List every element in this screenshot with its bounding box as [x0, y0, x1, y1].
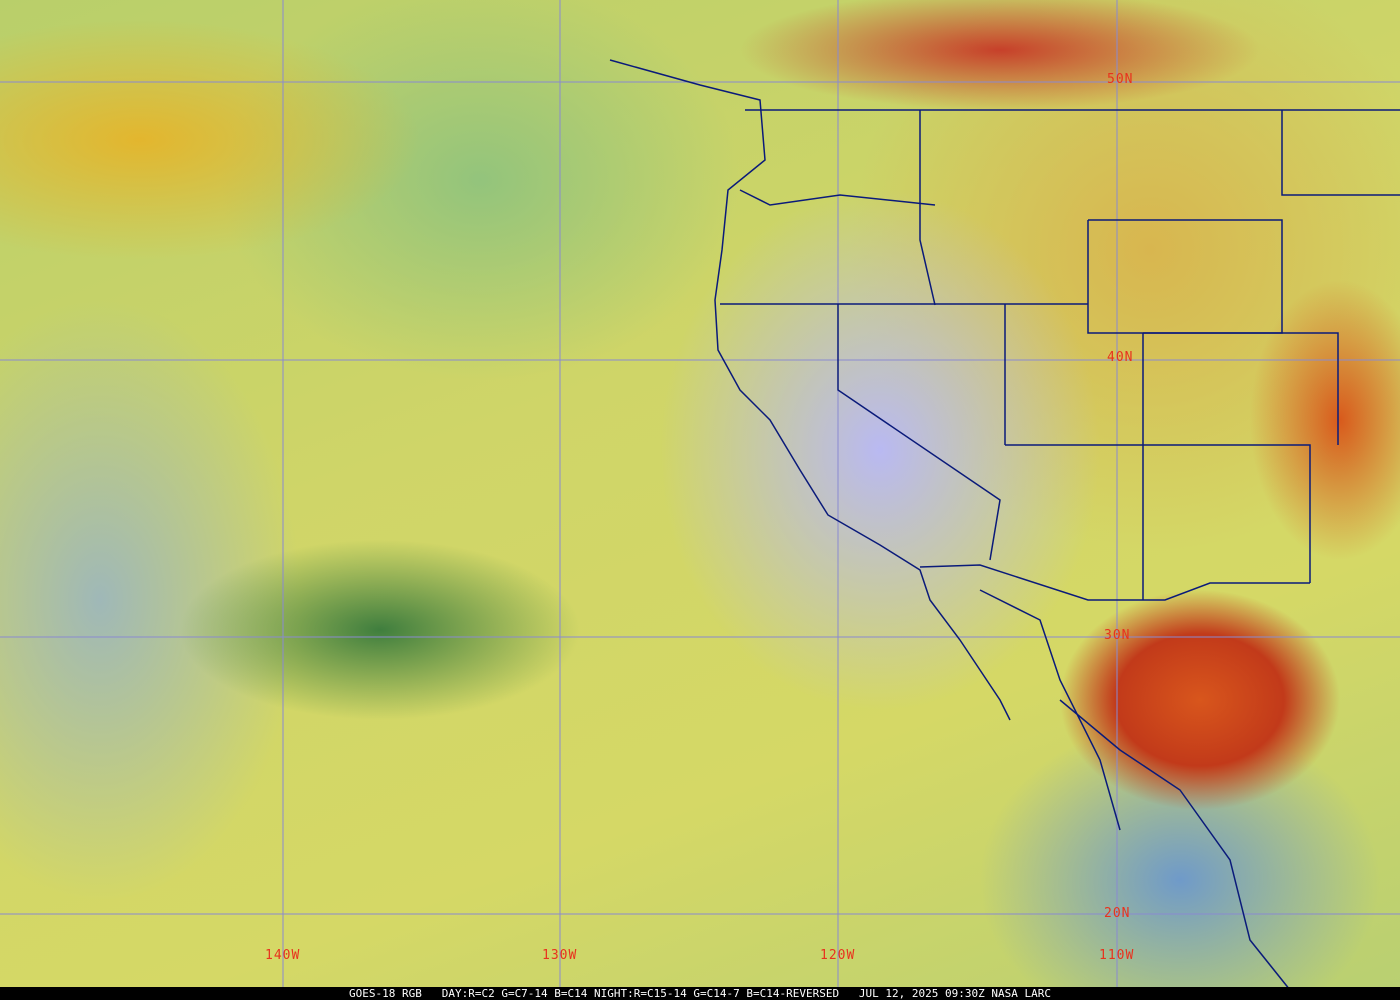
coastline: [609, 59, 1011, 721]
co-border: [1143, 332, 1339, 445]
lon-label-130w: 130W: [542, 948, 578, 963]
lat-label-40n: 40N: [1107, 350, 1134, 365]
ca-nv-border: [837, 304, 1001, 561]
baja-coastline: [979, 589, 1121, 831]
wa-or-border: [739, 189, 936, 206]
boundaries: [609, 59, 1400, 991]
mt-border: [1281, 110, 1400, 196]
idaho-border: [919, 110, 936, 306]
four-corners: [1005, 444, 1311, 583]
image-caption: GOES-18 RGB DAY:R=C2 G=C7-14 B=C14 NIGHT…: [0, 987, 1400, 1000]
us-mexico-border: [919, 564, 1310, 601]
lat-label-20n: 20N: [1104, 906, 1131, 921]
lat-label-30n: 30N: [1104, 628, 1131, 643]
mexico-coastline: [1059, 699, 1291, 991]
lon-label-110w: 110W: [1099, 948, 1135, 963]
lon-label-120w: 120W: [820, 948, 856, 963]
lat-label-50n: 50N: [1107, 72, 1134, 87]
lon-label-140w: 140W: [265, 948, 301, 963]
